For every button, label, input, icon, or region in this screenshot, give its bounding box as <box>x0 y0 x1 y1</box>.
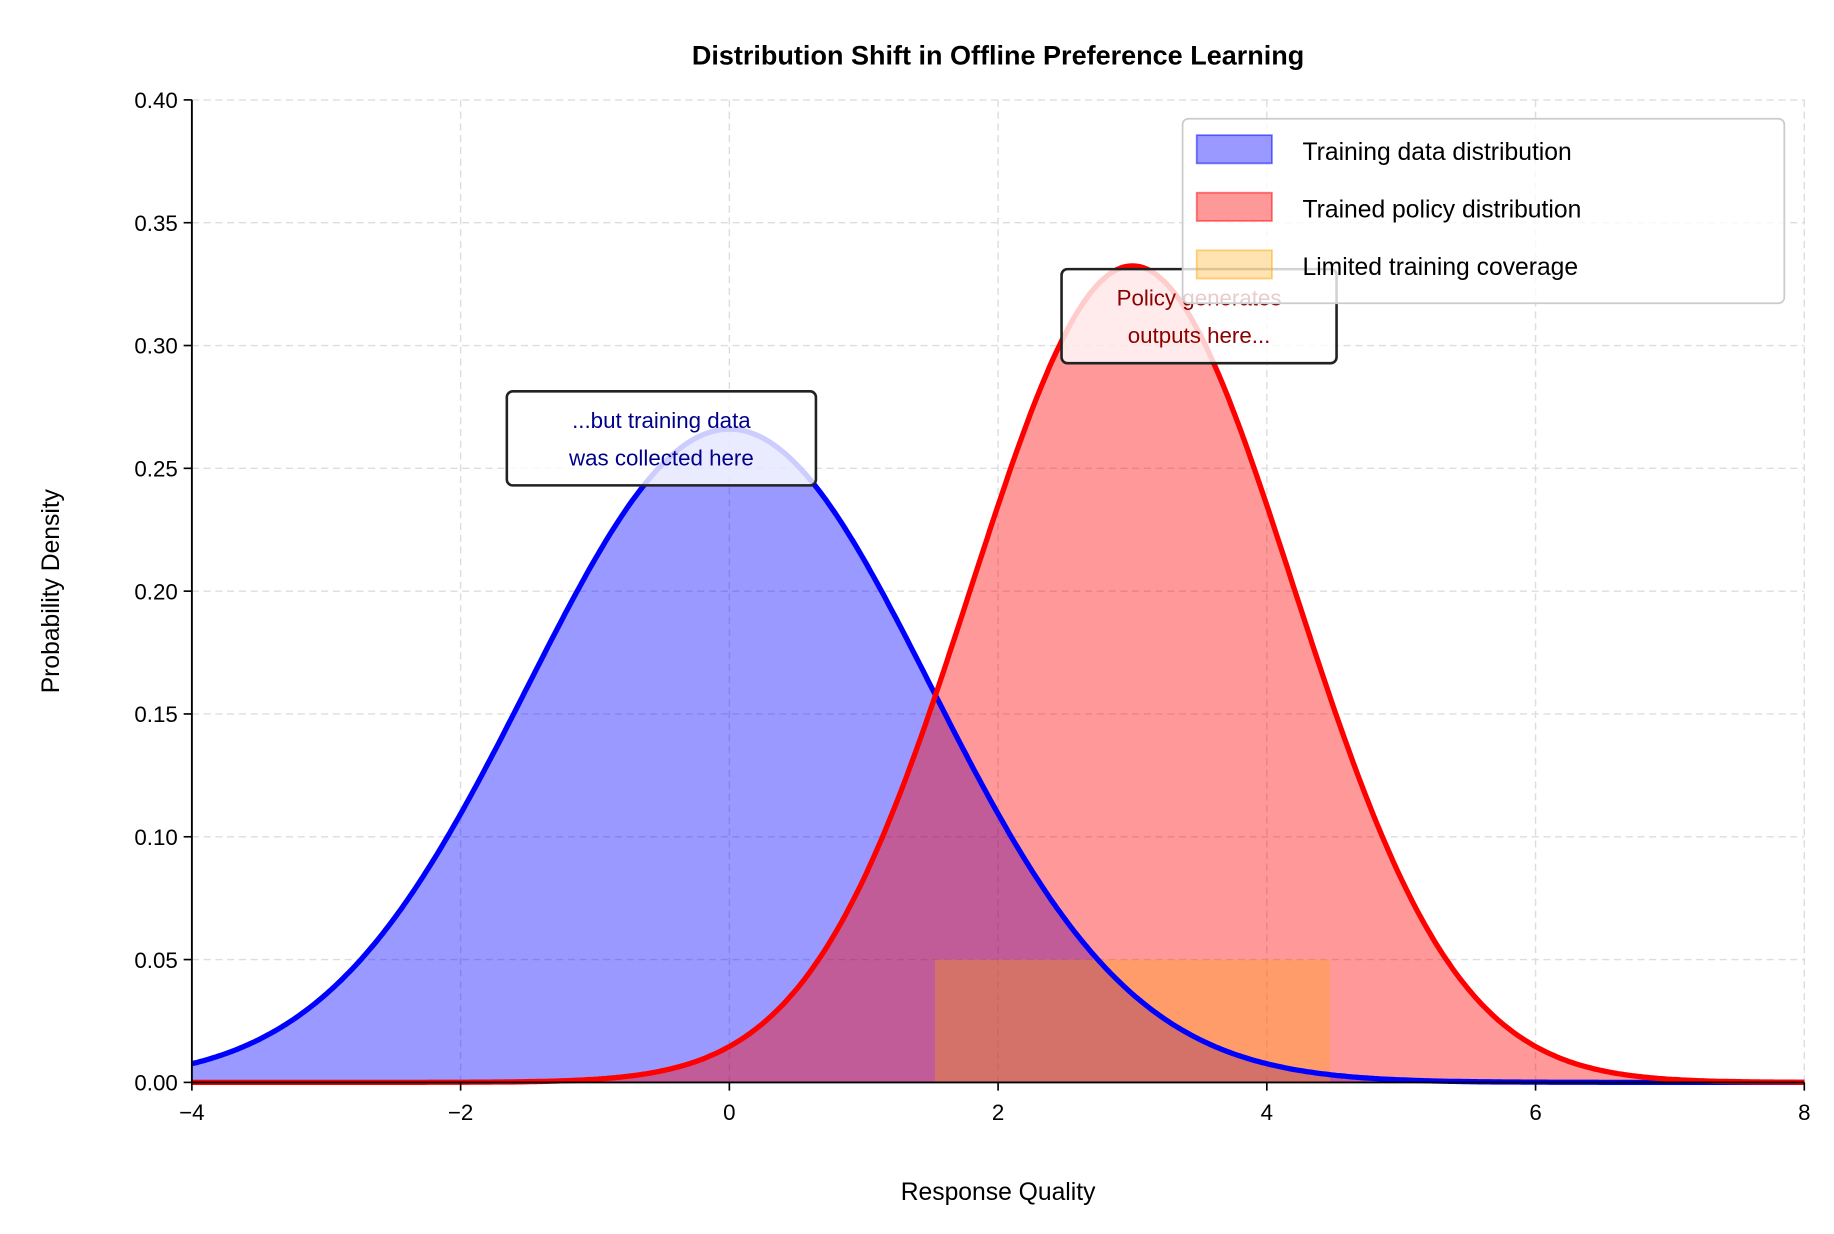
x-tick-label: 6 <box>1529 1100 1541 1125</box>
annotation-box <box>505 390 818 487</box>
y-tick-label: 0.40 <box>134 88 177 113</box>
legend-label: Training data distribution <box>1302 139 1571 166</box>
y-tick-label: 0.30 <box>134 334 177 359</box>
legend-label: Limited training coverage <box>1302 254 1578 281</box>
y-tick-label: 0.10 <box>134 825 177 850</box>
x-tick-label: 4 <box>1261 1100 1273 1125</box>
x-tick-label: 0 <box>723 1100 735 1125</box>
legend-box <box>1181 117 1786 305</box>
y-tick-label: 0.20 <box>134 579 177 604</box>
x-tick-label: 8 <box>1798 1100 1810 1125</box>
annotation-text: ...but training data <box>572 408 751 433</box>
series-fill-1 <box>191 265 1805 1083</box>
x-tick-label: −2 <box>448 1100 473 1125</box>
legend-label: Trained policy distribution <box>1302 196 1581 223</box>
x-tick-label: −4 <box>179 1100 204 1125</box>
y-tick-label: 0.35 <box>134 211 177 236</box>
y-axis-label: Probability Density <box>38 488 65 693</box>
series-fill-0 <box>191 429 1805 1083</box>
legend-swatch <box>1195 249 1273 280</box>
y-tick-label: 0.05 <box>134 948 177 973</box>
y-tick-label: 0.25 <box>134 457 177 482</box>
x-axis-label: Response Quality <box>901 1179 1096 1206</box>
y-tick-label: 0.15 <box>134 702 177 727</box>
legend-swatch <box>1195 134 1273 165</box>
axes: −4 −2 0 2 4 6 8 0.00 0.05 0.10 0.15 0.20 0.25 0.30 0.3… <box>134 88 1810 1125</box>
annotation-text: was collected here <box>568 445 754 470</box>
x-tick-label: 2 <box>992 1100 1004 1125</box>
chart-title: Distribution Shift in Offline Preference… <box>692 41 1304 71</box>
annotation-text: outputs here... <box>1128 323 1271 348</box>
legend: Training data distribution Trained policy… <box>1181 117 1786 305</box>
y-tick-label: 0.00 <box>134 1071 177 1096</box>
legend-swatch <box>1195 191 1273 222</box>
